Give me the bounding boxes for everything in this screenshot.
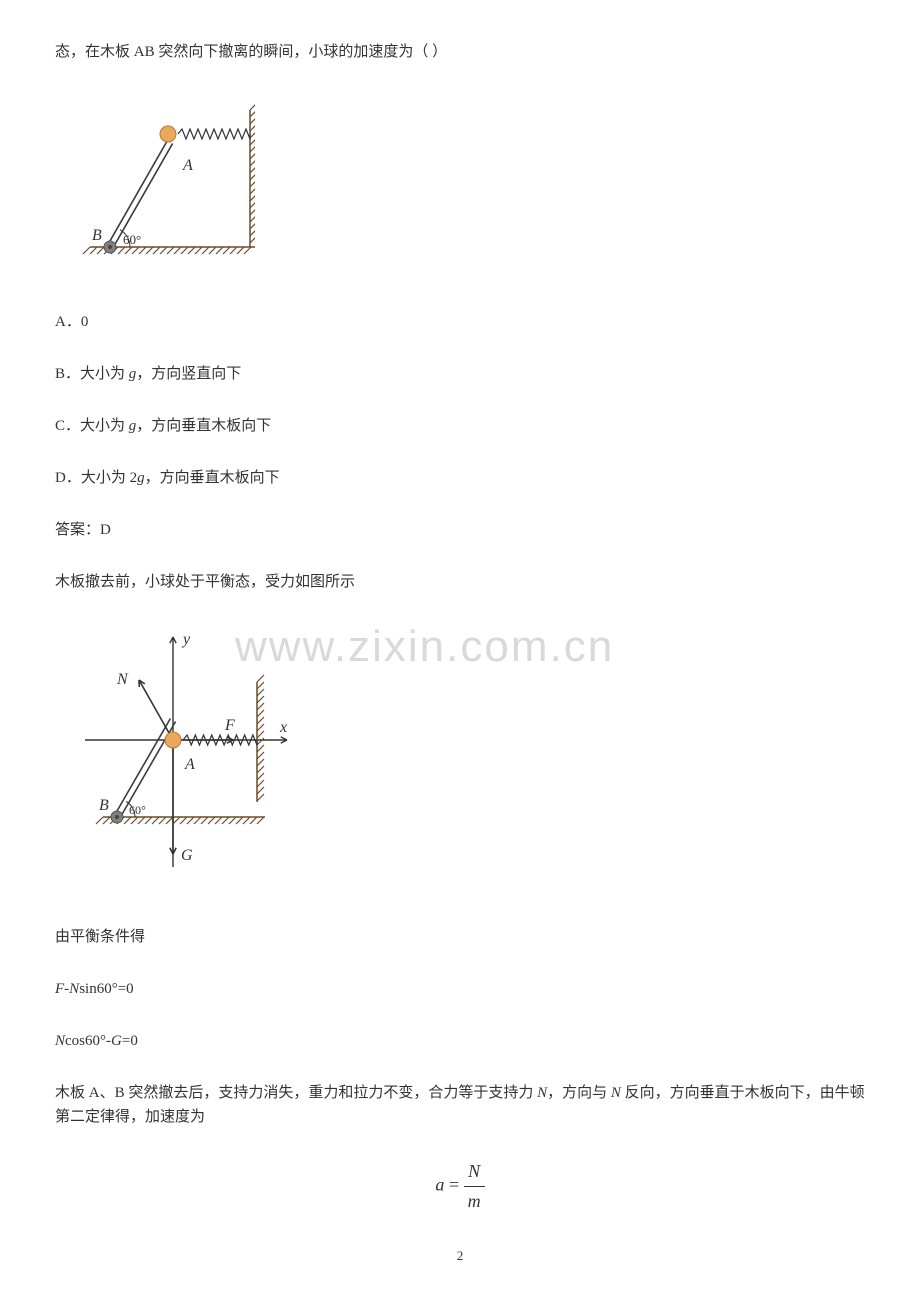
explain3-mid: ，方向与 bbox=[547, 1085, 611, 1101]
eq2-trig: cos60°- bbox=[65, 1033, 111, 1049]
explain3-var2: N bbox=[611, 1085, 621, 1101]
eq1-trig: sin60°=0 bbox=[79, 981, 133, 997]
svg-text:G: G bbox=[181, 847, 193, 864]
figure-1: A B 60° bbox=[55, 92, 865, 275]
svg-text:60°: 60° bbox=[123, 232, 141, 247]
svg-text:A: A bbox=[182, 157, 193, 174]
option-b-post: ，方向竖直向下 bbox=[136, 366, 241, 382]
option-a: A．0 bbox=[55, 310, 865, 334]
intro-line: 态，在木板 AB 突然向下撤离的瞬间，小球的加速度为（ ） bbox=[55, 40, 865, 64]
formula-eq: = bbox=[444, 1174, 463, 1194]
option-a-text: 0 bbox=[81, 314, 89, 330]
svg-text:F: F bbox=[224, 717, 235, 734]
figure-2-wrap: www.zixin.com.cn yxNFGAB60° bbox=[55, 622, 865, 890]
equation-1: F-Nsin60°=0 bbox=[55, 977, 865, 1001]
svg-text:A: A bbox=[184, 756, 195, 773]
eq2-tail: =0 bbox=[122, 1033, 138, 1049]
option-c-pre: 大小为 bbox=[80, 418, 129, 434]
answer-line: 答案：D bbox=[55, 518, 865, 542]
equation-2: Ncos60°-G=0 bbox=[55, 1029, 865, 1053]
page-number: 2 bbox=[55, 1246, 865, 1267]
formula-fraction: Nm bbox=[464, 1157, 485, 1216]
explain3-pre: 木板 A、B 突然撤去后，支持力消失，重力和拉力不变，合力等于支持力 bbox=[55, 1085, 537, 1101]
eq2-rhs: G bbox=[111, 1033, 122, 1049]
svg-text:y: y bbox=[181, 631, 191, 648]
option-c: C．大小为 g，方向垂直木板向下 bbox=[55, 414, 865, 438]
option-a-prefix: A． bbox=[55, 314, 81, 330]
formula-acceleration: a = Nm bbox=[55, 1157, 865, 1216]
svg-text:60°: 60° bbox=[129, 803, 146, 817]
explain-3: 木板 A、B 突然撤去后，支持力消失，重力和拉力不变，合力等于支持力 N，方向与… bbox=[55, 1081, 865, 1129]
svg-text:x: x bbox=[279, 719, 287, 736]
option-c-post: ，方向垂直木板向下 bbox=[136, 418, 271, 434]
option-d-prefix: D． bbox=[55, 470, 81, 486]
option-b-pre: 大小为 bbox=[80, 366, 129, 382]
option-c-prefix: C． bbox=[55, 418, 80, 434]
formula-den: m bbox=[464, 1187, 485, 1216]
svg-text:B: B bbox=[92, 227, 102, 244]
explain-2: 由平衡条件得 bbox=[55, 925, 865, 949]
svg-text:N: N bbox=[116, 671, 129, 688]
option-d-var: g bbox=[137, 470, 145, 486]
option-b-prefix: B． bbox=[55, 366, 80, 382]
explain-1: 木板撤去前，小球处于平衡态，受力如图所示 bbox=[55, 570, 865, 594]
option-d-pre: 大小为 2 bbox=[81, 470, 137, 486]
svg-text:B: B bbox=[99, 797, 109, 814]
option-d: D．大小为 2g，方向垂直木板向下 bbox=[55, 466, 865, 490]
eq1-lhs2: N bbox=[69, 981, 79, 997]
formula-num: N bbox=[464, 1157, 485, 1187]
option-d-post: ，方向垂直木板向下 bbox=[145, 470, 280, 486]
option-b: B．大小为 g，方向竖直向下 bbox=[55, 362, 865, 386]
eq2-lhs: N bbox=[55, 1033, 65, 1049]
eq1-lhs1: F bbox=[55, 981, 64, 997]
explain3-var1: N bbox=[537, 1085, 547, 1101]
